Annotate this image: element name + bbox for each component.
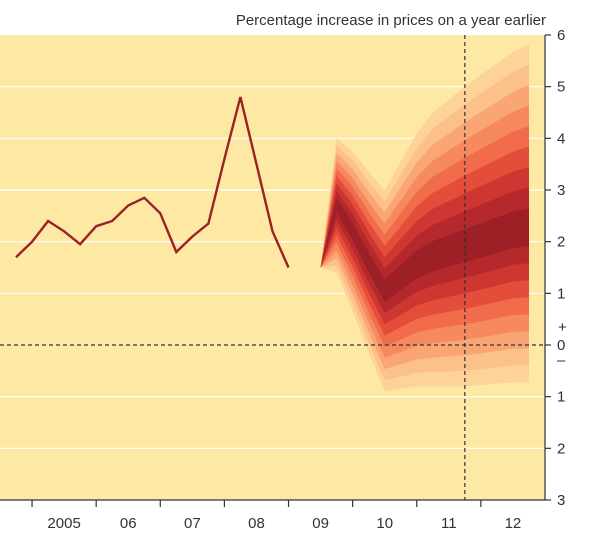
x-tick-label-09: 09 [312,515,329,532]
y-tick-label--3: 3 [557,492,565,509]
y-tick-label-4: 4 [557,130,565,147]
y-tick-label-0: 0 [557,337,565,354]
projection-fan [320,43,529,392]
history-series [15,96,290,268]
x-tick-label-06: 06 [120,515,137,532]
x-tick-label-11: 11 [441,515,457,532]
y-tick-label-6: 6 [557,27,565,44]
fan-band-9 [320,198,529,302]
minus-sign-label: – [557,352,566,369]
y-tick-label-2: 2 [557,234,565,251]
y-tick-label-3: 3 [557,182,565,199]
reference-lines [0,35,545,500]
x-tick-label-08: 08 [248,515,265,532]
plus-sign-label: + [558,319,567,336]
x-tick-label-10: 10 [376,515,393,532]
y-tick-label--2: 2 [557,440,565,457]
y-tick-label-5: 5 [557,79,565,96]
x-tick-label-2005: 2005 [47,515,80,532]
chart-title: Percentage increase in prices on a year … [235,12,546,29]
x-tick-label-12: 12 [505,515,522,532]
y-tick-label-1: 1 [557,285,565,302]
history-line [15,96,290,268]
x-tick-label-07: 07 [184,515,201,532]
y-tick-label--1: 1 [557,389,565,406]
